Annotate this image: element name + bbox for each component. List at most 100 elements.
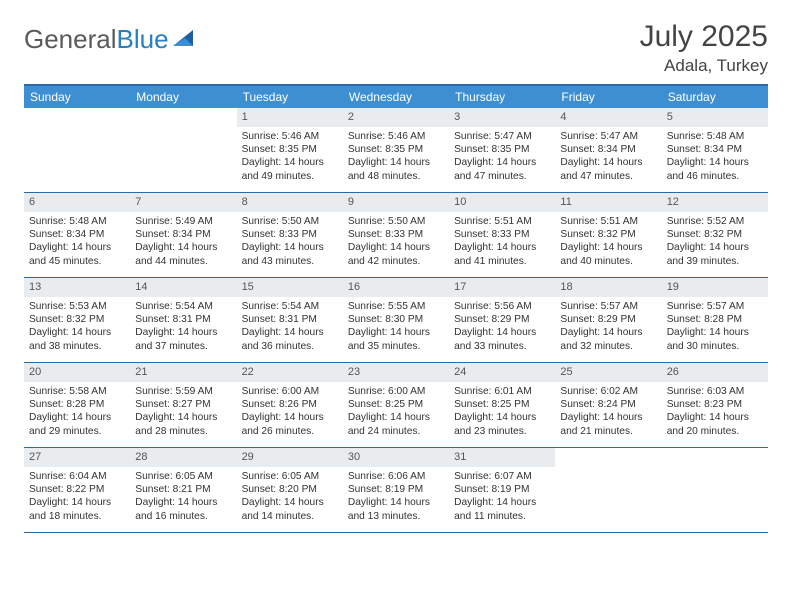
calendar-cell: 2Sunrise: 5:46 AMSunset: 8:35 PMDaylight…	[343, 108, 449, 192]
day-number: 24	[449, 363, 555, 382]
day-number: 4	[555, 108, 661, 127]
day-number: 16	[343, 278, 449, 297]
calendar-week: 6Sunrise: 5:48 AMSunset: 8:34 PMDaylight…	[24, 193, 768, 278]
day-details: Sunrise: 5:51 AMSunset: 8:32 PMDaylight:…	[555, 212, 661, 273]
day-details: Sunrise: 5:46 AMSunset: 8:35 PMDaylight:…	[343, 127, 449, 188]
day-number: 3	[449, 108, 555, 127]
day-number: 2	[343, 108, 449, 127]
calendar-cell: 6Sunrise: 5:48 AMSunset: 8:34 PMDaylight…	[24, 193, 130, 277]
calendar-cell: 7Sunrise: 5:49 AMSunset: 8:34 PMDaylight…	[130, 193, 236, 277]
day-details: Sunrise: 5:50 AMSunset: 8:33 PMDaylight:…	[343, 212, 449, 273]
calendar-cell: 8Sunrise: 5:50 AMSunset: 8:33 PMDaylight…	[237, 193, 343, 277]
calendar-cell: 28Sunrise: 6:05 AMSunset: 8:21 PMDayligh…	[130, 448, 236, 532]
day-number: 22	[237, 363, 343, 382]
calendar-cell: 23Sunrise: 6:00 AMSunset: 8:25 PMDayligh…	[343, 363, 449, 447]
day-details: Sunrise: 5:56 AMSunset: 8:29 PMDaylight:…	[449, 297, 555, 358]
calendar-cell: 5Sunrise: 5:48 AMSunset: 8:34 PMDaylight…	[662, 108, 768, 192]
day-details: Sunrise: 5:57 AMSunset: 8:28 PMDaylight:…	[662, 297, 768, 358]
day-header: Monday	[130, 86, 236, 108]
calendar-cell: 17Sunrise: 5:56 AMSunset: 8:29 PMDayligh…	[449, 278, 555, 362]
day-details: Sunrise: 5:54 AMSunset: 8:31 PMDaylight:…	[130, 297, 236, 358]
day-number: 23	[343, 363, 449, 382]
calendar-cell: 3Sunrise: 5:47 AMSunset: 8:35 PMDaylight…	[449, 108, 555, 192]
calendar: SundayMondayTuesdayWednesdayThursdayFrid…	[24, 84, 768, 533]
day-number: 20	[24, 363, 130, 382]
day-details: Sunrise: 5:54 AMSunset: 8:31 PMDaylight:…	[237, 297, 343, 358]
calendar-week: 1Sunrise: 5:46 AMSunset: 8:35 PMDaylight…	[24, 108, 768, 193]
day-header: Thursday	[449, 86, 555, 108]
header: GeneralBlue July 2025 Adala, Turkey	[24, 20, 768, 76]
day-details: Sunrise: 6:05 AMSunset: 8:20 PMDaylight:…	[237, 467, 343, 528]
calendar-cell: 13Sunrise: 5:53 AMSunset: 8:32 PMDayligh…	[24, 278, 130, 362]
calendar-cell: 24Sunrise: 6:01 AMSunset: 8:25 PMDayligh…	[449, 363, 555, 447]
day-number: 27	[24, 448, 130, 467]
brand-part2: Blue	[117, 24, 169, 55]
calendar-week: 20Sunrise: 5:58 AMSunset: 8:28 PMDayligh…	[24, 363, 768, 448]
brand-sail-icon	[171, 24, 197, 55]
day-details: Sunrise: 5:58 AMSunset: 8:28 PMDaylight:…	[24, 382, 130, 443]
day-number: 7	[130, 193, 236, 212]
day-details: Sunrise: 6:03 AMSunset: 8:23 PMDaylight:…	[662, 382, 768, 443]
calendar-cell: 4Sunrise: 5:47 AMSunset: 8:34 PMDaylight…	[555, 108, 661, 192]
day-details: Sunrise: 6:02 AMSunset: 8:24 PMDaylight:…	[555, 382, 661, 443]
day-number: 21	[130, 363, 236, 382]
day-header: Friday	[555, 86, 661, 108]
calendar-cell: 30Sunrise: 6:06 AMSunset: 8:19 PMDayligh…	[343, 448, 449, 532]
day-number: 14	[130, 278, 236, 297]
day-details: Sunrise: 5:51 AMSunset: 8:33 PMDaylight:…	[449, 212, 555, 273]
day-number: 10	[449, 193, 555, 212]
day-details: Sunrise: 5:46 AMSunset: 8:35 PMDaylight:…	[237, 127, 343, 188]
title-block: July 2025 Adala, Turkey	[640, 20, 768, 76]
calendar-cell: 31Sunrise: 6:07 AMSunset: 8:19 PMDayligh…	[449, 448, 555, 532]
day-details: Sunrise: 6:04 AMSunset: 8:22 PMDaylight:…	[24, 467, 130, 528]
day-details: Sunrise: 6:00 AMSunset: 8:26 PMDaylight:…	[237, 382, 343, 443]
day-number: 15	[237, 278, 343, 297]
calendar-cell: 20Sunrise: 5:58 AMSunset: 8:28 PMDayligh…	[24, 363, 130, 447]
day-number: 9	[343, 193, 449, 212]
calendar-cell: 27Sunrise: 6:04 AMSunset: 8:22 PMDayligh…	[24, 448, 130, 532]
day-details: Sunrise: 5:52 AMSunset: 8:32 PMDaylight:…	[662, 212, 768, 273]
day-number: 29	[237, 448, 343, 467]
day-number: 1	[237, 108, 343, 127]
day-number: 8	[237, 193, 343, 212]
day-number: 13	[24, 278, 130, 297]
calendar-cell: 11Sunrise: 5:51 AMSunset: 8:32 PMDayligh…	[555, 193, 661, 277]
brand-part1: General	[24, 24, 117, 55]
calendar-cell: 14Sunrise: 5:54 AMSunset: 8:31 PMDayligh…	[130, 278, 236, 362]
day-header: Sunday	[24, 86, 130, 108]
day-number: 18	[555, 278, 661, 297]
day-details: Sunrise: 5:49 AMSunset: 8:34 PMDaylight:…	[130, 212, 236, 273]
calendar-cell: 25Sunrise: 6:02 AMSunset: 8:24 PMDayligh…	[555, 363, 661, 447]
calendar-cell	[662, 448, 768, 532]
day-details: Sunrise: 5:47 AMSunset: 8:35 PMDaylight:…	[449, 127, 555, 188]
day-details: Sunrise: 6:06 AMSunset: 8:19 PMDaylight:…	[343, 467, 449, 528]
day-number: 5	[662, 108, 768, 127]
calendar-body: 1Sunrise: 5:46 AMSunset: 8:35 PMDaylight…	[24, 108, 768, 533]
calendar-cell: 10Sunrise: 5:51 AMSunset: 8:33 PMDayligh…	[449, 193, 555, 277]
title-month: July 2025	[640, 20, 768, 54]
calendar-cell: 1Sunrise: 5:46 AMSunset: 8:35 PMDaylight…	[237, 108, 343, 192]
calendar-cell: 15Sunrise: 5:54 AMSunset: 8:31 PMDayligh…	[237, 278, 343, 362]
title-location: Adala, Turkey	[640, 56, 768, 76]
day-details: Sunrise: 5:55 AMSunset: 8:30 PMDaylight:…	[343, 297, 449, 358]
day-number: 11	[555, 193, 661, 212]
day-details: Sunrise: 6:07 AMSunset: 8:19 PMDaylight:…	[449, 467, 555, 528]
day-details: Sunrise: 5:47 AMSunset: 8:34 PMDaylight:…	[555, 127, 661, 188]
day-number: 30	[343, 448, 449, 467]
calendar-cell: 22Sunrise: 6:00 AMSunset: 8:26 PMDayligh…	[237, 363, 343, 447]
day-number: 26	[662, 363, 768, 382]
day-number: 12	[662, 193, 768, 212]
day-details: Sunrise: 6:05 AMSunset: 8:21 PMDaylight:…	[130, 467, 236, 528]
calendar-cell	[555, 448, 661, 532]
calendar-week: 27Sunrise: 6:04 AMSunset: 8:22 PMDayligh…	[24, 448, 768, 533]
day-number: 6	[24, 193, 130, 212]
calendar-cell: 26Sunrise: 6:03 AMSunset: 8:23 PMDayligh…	[662, 363, 768, 447]
day-number: 25	[555, 363, 661, 382]
day-details: Sunrise: 6:00 AMSunset: 8:25 PMDaylight:…	[343, 382, 449, 443]
day-details: Sunrise: 5:48 AMSunset: 8:34 PMDaylight:…	[24, 212, 130, 273]
day-details: Sunrise: 6:01 AMSunset: 8:25 PMDaylight:…	[449, 382, 555, 443]
day-number: 31	[449, 448, 555, 467]
calendar-cell: 9Sunrise: 5:50 AMSunset: 8:33 PMDaylight…	[343, 193, 449, 277]
day-header: Wednesday	[343, 86, 449, 108]
calendar-cell: 16Sunrise: 5:55 AMSunset: 8:30 PMDayligh…	[343, 278, 449, 362]
